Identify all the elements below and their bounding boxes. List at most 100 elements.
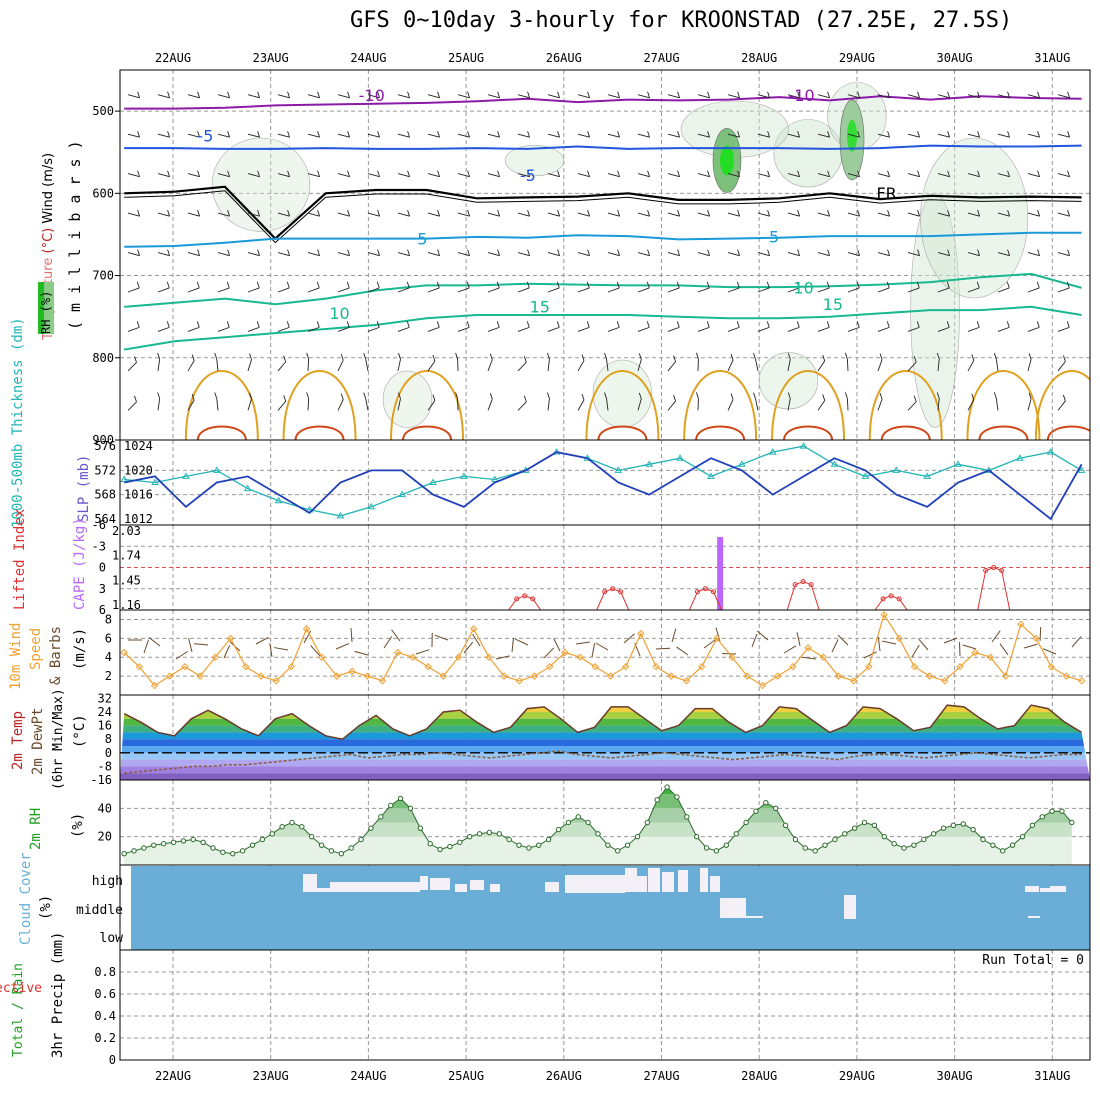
li-marker: [514, 596, 520, 602]
pressure-tick-label: 700: [92, 269, 114, 283]
warm-contour: [1034, 370, 1090, 440]
wind-barb-flag: [587, 210, 591, 217]
wind-barb: [607, 212, 620, 217]
wind-barb: [637, 173, 650, 178]
rh-marker: [624, 842, 631, 848]
thickness-marker: [737, 460, 746, 467]
wind-speed-marker: [166, 672, 174, 680]
cape-tick: 1.16: [112, 598, 141, 612]
wind-barb: [187, 287, 200, 293]
rh-marker: [674, 794, 680, 800]
rh-marker: [190, 836, 196, 843]
rh-marker: [348, 845, 354, 851]
wind-barb: [307, 398, 310, 411]
wind-barb-flag: [737, 210, 741, 217]
wind-barb-10m: [796, 632, 801, 647]
wind-barb-flag: [557, 249, 561, 256]
wind-barb: [997, 212, 1010, 217]
slp-tick: 1016: [124, 488, 153, 502]
cloud-gap: [490, 884, 500, 892]
wind-barb-flag: [736, 281, 740, 289]
rh-marker: [1059, 808, 1065, 814]
wind-barb-flag: [467, 210, 471, 217]
wind-barb-10m: [391, 629, 401, 642]
rh-marker: [506, 836, 512, 843]
wind-barb-flag: [407, 131, 411, 138]
wind-barb: [127, 173, 140, 178]
wind-barb: [337, 133, 350, 138]
wind-barb: [157, 94, 170, 99]
wind-barb: [667, 173, 680, 178]
cloud-gap: [545, 882, 559, 892]
cloud-gap: [1050, 886, 1066, 892]
wind-barb-flag: [197, 131, 201, 138]
wind-barb-flag: [887, 249, 891, 256]
wind-barb: [457, 326, 470, 332]
wind-barb-flag: [137, 91, 141, 98]
rh-marker: [239, 848, 246, 854]
wind-barb: [847, 94, 860, 99]
wind-barb: [457, 173, 470, 178]
rh-marker: [980, 836, 986, 843]
wind-speed-marker: [333, 672, 341, 680]
wind-barb-flag: [917, 131, 921, 138]
pressure-tick-label: 800: [92, 351, 114, 365]
date-label-bottom: 25AUG: [448, 1069, 484, 1083]
wind-barb-flag: [1006, 321, 1010, 328]
wind-barb-flag: [527, 131, 531, 138]
wind-barb-flag: [406, 281, 410, 289]
wind-barb: [937, 212, 950, 217]
li-tick: 0: [99, 561, 106, 575]
wind-barb-flag: [523, 395, 527, 402]
thickness-marker: [460, 472, 468, 479]
wind-barb: [577, 399, 585, 411]
wind-barb-flag: [249, 353, 252, 360]
wind-speed-marker: [728, 653, 736, 661]
temp-ylabel: 2m Temp: [10, 711, 26, 770]
wind-barb: [577, 212, 590, 217]
thickness-marker: [645, 460, 654, 467]
wind-barb-flag: [1007, 131, 1011, 138]
wind-barb-10m: [756, 630, 769, 641]
wind-barb: [787, 133, 800, 138]
warm-contour: [683, 370, 758, 440]
wind-barb-flag: [1067, 91, 1071, 98]
precip-tick: 0: [109, 1053, 116, 1067]
warm-contour: [282, 370, 357, 440]
wind-barb-flag: [376, 281, 380, 289]
wind-barb: [877, 212, 890, 217]
wind-barb: [817, 326, 830, 332]
wind-barb: [247, 252, 260, 257]
wind-barb: [517, 361, 527, 372]
wind-barb-flag: [1028, 353, 1032, 360]
wind-speed-marker: [500, 672, 508, 680]
wind-barb-flag: [1006, 281, 1010, 289]
rh-marker: [121, 850, 127, 857]
rh-tick: 20: [98, 830, 112, 844]
wind-barb-flag: [856, 281, 860, 289]
wind-barb: [907, 287, 920, 293]
wind-barb: [607, 287, 620, 293]
wind-barb-flag: [1037, 210, 1041, 217]
wind-barb: [457, 287, 470, 293]
wind-barb: [307, 94, 320, 99]
rh-marker: [220, 849, 226, 855]
temp-band: [120, 752, 1090, 760]
li-tick: -6: [92, 518, 106, 532]
wind-barb-flag: [287, 91, 291, 98]
wind-barb-flag: [946, 281, 950, 289]
wind-barb: [847, 133, 860, 138]
rh-unit: (%): [70, 813, 86, 838]
dewpt-line: [124, 750, 1082, 774]
wind-barb: [847, 287, 860, 293]
wind-barb-flag: [977, 249, 981, 256]
rh-marker: [141, 845, 147, 851]
wind-barb-flag: [197, 91, 201, 98]
wind-barb-flag: [197, 210, 201, 217]
wind-barb-flag: [377, 210, 381, 217]
wind-barb: [727, 173, 740, 178]
thickness-marker: [954, 460, 962, 467]
wind-barb-flag: [526, 321, 530, 328]
wind-barb: [937, 173, 950, 178]
wind-barb-10m: [837, 634, 849, 646]
